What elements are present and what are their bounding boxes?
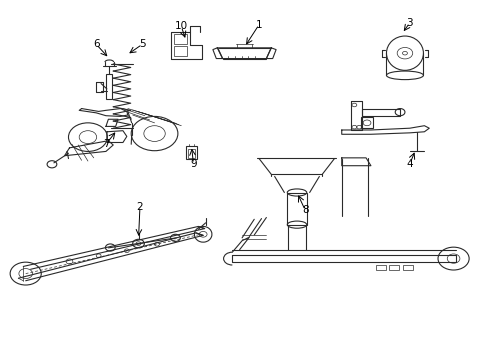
Text: 9: 9 [190,159,196,169]
Bar [361,117,372,128]
Bar [174,34,186,44]
Text: 8: 8 [302,205,308,215]
Bar [375,265,385,270]
Text: 1: 1 [255,19,262,30]
Text: 4: 4 [406,159,412,169]
Bar [388,265,398,270]
Text: 6: 6 [93,39,100,49]
Bar [402,265,412,270]
Text: 3: 3 [406,18,412,28]
Text: 5: 5 [139,39,145,49]
Bar [187,149,195,158]
Text: 7: 7 [102,139,109,149]
Text: 2: 2 [136,202,143,212]
Bar [186,146,197,159]
Bar [106,74,112,99]
Text: 10: 10 [174,21,187,31]
Bar [287,193,306,225]
Bar [174,46,186,56]
